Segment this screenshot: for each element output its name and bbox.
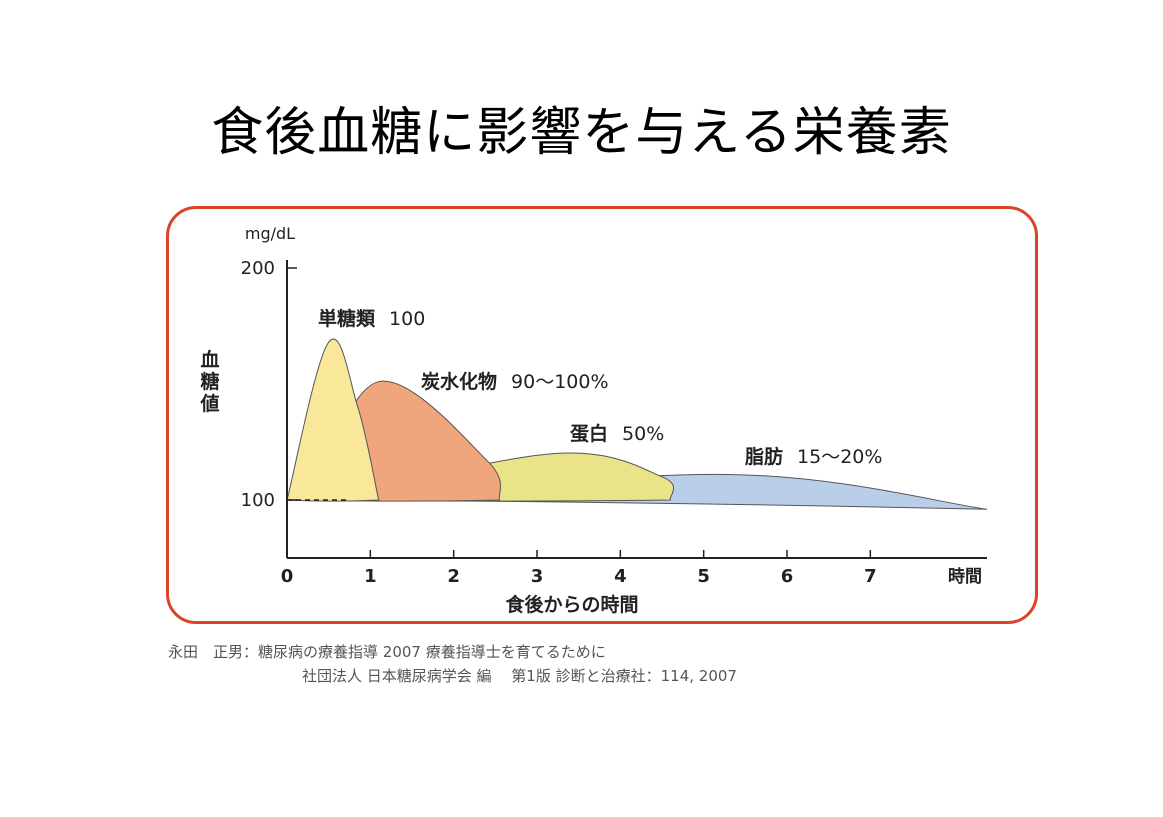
- y-unit-label: mg/dL: [245, 224, 295, 243]
- series-area-monosaccharide: [286, 338, 380, 502]
- series-value-fat: 15〜20%: [797, 446, 882, 468]
- series-name-protein: 蛋白: [570, 422, 608, 445]
- series-label-monosaccharide: 単糖類 100: [318, 307, 425, 330]
- series-name-fat: 脂肪: [745, 445, 783, 468]
- citation-line-2: 社団法人 日本糖尿病学会 編 第1版 診断と治療社：114, 2007: [302, 667, 737, 685]
- x-tick-label-3: 3: [531, 566, 544, 587]
- series-value-carbohydrate: 90〜100%: [511, 371, 609, 393]
- series-label-carbohydrate: 炭水化物 90〜100%: [421, 370, 609, 393]
- x-tick-label-6: 6: [781, 566, 794, 587]
- series-value-protein: 50%: [622, 423, 664, 445]
- axes: 100 200 0 1 2 3 4 5 6 7 血糖値: [199, 258, 987, 587]
- series-areas: [286, 338, 988, 510]
- series-label-fat: 脂肪 15〜20%: [745, 445, 882, 468]
- series-name-carbohydrate: 炭水化物: [421, 370, 497, 393]
- x-unit-label: 時間: [948, 566, 982, 587]
- citation-line-1: 永田 正男：糖尿病の療養指導 2007 療養指導士を育てるために: [168, 643, 606, 661]
- y-axis-title-char: 糖: [200, 370, 219, 393]
- series-label-protein: 蛋白 50%: [570, 422, 664, 445]
- x-tick-label-0: 0: [281, 566, 294, 587]
- x-tick-label-5: 5: [697, 566, 710, 587]
- x-tick-label-7: 7: [864, 566, 877, 587]
- y-tick-label-100: 100: [241, 490, 275, 511]
- slide-title: 食後血糖に影響を与える栄養素: [211, 103, 952, 163]
- x-axis-title: 食後からの時間: [505, 593, 638, 616]
- y-axis-title-char: 値: [199, 393, 219, 415]
- x-tick-label-4: 4: [614, 566, 627, 587]
- x-tick-label-1: 1: [364, 566, 377, 587]
- chart-labels: mg/dL 時間 食後からの時間 単糖類 100 炭水化物 90〜100% 蛋白 50% 脂…: [245, 224, 982, 616]
- x-tick-label-2: 2: [447, 566, 460, 587]
- y-axis-title-char: 血: [200, 348, 219, 371]
- citation: 永田 正男：糖尿病の療養指導 2007 療養指導士を育てるために社団法人 日本糖…: [168, 640, 737, 688]
- series-value-monosaccharide: 100: [389, 308, 425, 330]
- series-name-monosaccharide: 単糖類: [318, 307, 376, 330]
- y-tick-label-200: 200: [241, 258, 275, 279]
- chart-frame: [166, 206, 1038, 624]
